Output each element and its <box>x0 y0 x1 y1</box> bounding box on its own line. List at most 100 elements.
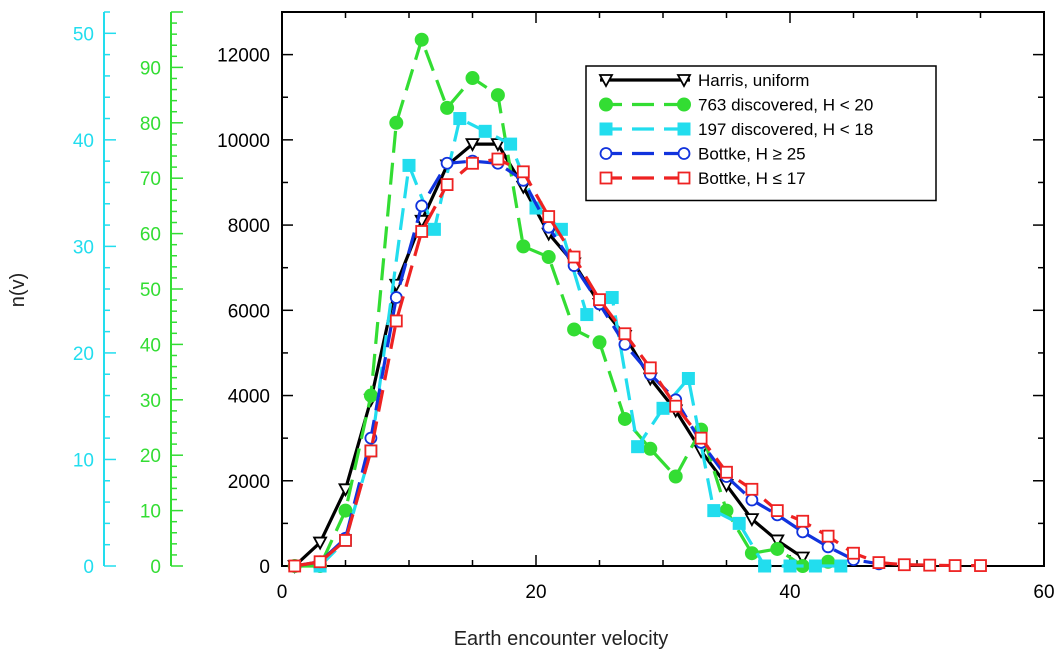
legend-label: Harris, uniform <box>698 71 809 90</box>
legend-swatch-marker <box>677 147 691 160</box>
cyan-axis-tick-label: 30 <box>73 237 94 258</box>
legend-label: 763 discovered, H < 20 <box>698 96 873 115</box>
data-point <box>834 559 848 573</box>
data-point <box>821 529 835 543</box>
legend-swatch-marker <box>677 122 691 136</box>
cyan-axis-tick-label: 50 <box>73 24 94 45</box>
legend-label: Bottke, H ≤ 17 <box>698 169 806 188</box>
series-line <box>294 38 829 568</box>
series-line <box>294 157 981 568</box>
data-point <box>453 112 467 126</box>
x-tick-label: 20 <box>525 582 546 603</box>
series-line <box>293 142 804 568</box>
legend-swatch-marker <box>599 147 613 160</box>
data-point <box>758 559 772 573</box>
data-point <box>744 546 759 561</box>
x-axis-title: Earth encounter velocity <box>454 628 669 650</box>
data-point <box>440 156 454 170</box>
data-point <box>872 556 886 569</box>
series-4 <box>288 152 987 573</box>
cyan-axis-tick-label: 20 <box>73 344 94 365</box>
data-point <box>288 559 302 573</box>
legend: Harris, uniform 763 discovered, H < 20 197… <box>585 65 937 202</box>
data-point <box>694 431 708 445</box>
data-point <box>567 250 581 264</box>
y-tick-label: 0 <box>259 557 270 578</box>
data-point <box>796 525 810 539</box>
data-point <box>389 115 404 130</box>
data-point <box>720 465 733 479</box>
data-point <box>732 516 746 530</box>
green-axis-tick-label: 70 <box>140 169 161 190</box>
x-axis-ticks: 0 20 40 60 <box>277 12 1055 603</box>
legend-label: Bottke, H ≥ 25 <box>698 145 806 164</box>
data-point <box>338 503 353 518</box>
green-axis-tick-label: 40 <box>140 335 161 356</box>
data-point <box>440 100 455 115</box>
green-axis-tick-label: 30 <box>140 391 161 412</box>
data-point <box>478 124 492 138</box>
data-point <box>313 555 327 569</box>
data-point <box>580 308 594 322</box>
series-layer <box>287 32 987 574</box>
data-point <box>795 551 811 566</box>
data-point <box>745 493 759 507</box>
data-point <box>796 514 810 528</box>
y-axis-title: n(v) <box>7 273 29 307</box>
data-point <box>364 444 378 458</box>
data-point <box>847 546 860 560</box>
x-tick-label: 0 <box>277 582 288 603</box>
data-point <box>770 504 784 518</box>
data-point <box>669 399 683 413</box>
green-axis-tick-label: 0 <box>150 557 161 578</box>
cyan-axis-tick-label: 0 <box>83 557 94 578</box>
data-point <box>541 250 556 265</box>
y-tick-label: 2000 <box>228 472 270 493</box>
data-point <box>631 440 645 454</box>
y-tick-label: 8000 <box>228 216 270 237</box>
data-point <box>490 88 505 103</box>
green-axis-tick-label: 60 <box>140 225 161 246</box>
y-tick-label: 10000 <box>217 131 270 152</box>
legend-swatch-marker <box>598 74 614 88</box>
data-point <box>504 137 518 151</box>
data-point <box>707 504 721 518</box>
data-point <box>415 199 429 213</box>
data-point <box>466 156 479 170</box>
legend-swatch-marker <box>676 74 692 88</box>
data-point <box>821 540 835 554</box>
data-point <box>464 138 481 152</box>
data-point <box>593 293 606 307</box>
data-point <box>770 541 785 556</box>
legend-swatch-marker <box>599 97 613 112</box>
data-point <box>656 401 670 415</box>
data-point <box>339 534 352 547</box>
green-secondary-axis: 0 10 20 30 40 50 60 70 80 90 <box>140 11 183 578</box>
data-point <box>668 469 683 484</box>
data-point <box>592 335 607 350</box>
green-axis-tick-label: 80 <box>140 114 161 135</box>
data-point <box>389 291 403 304</box>
data-point <box>617 411 632 426</box>
data-point <box>783 559 797 573</box>
x-tick-label: 40 <box>779 582 800 603</box>
data-point <box>605 291 619 305</box>
data-point <box>618 327 632 341</box>
data-point <box>414 32 429 47</box>
series-1 <box>287 32 836 573</box>
data-point <box>643 361 657 375</box>
cyan-secondary-axis: 0 10 20 30 40 50 <box>73 11 116 578</box>
x-tick-label: 60 <box>1033 582 1054 603</box>
legend-swatch-marker <box>599 171 613 185</box>
green-axis-tick-label: 20 <box>140 446 161 467</box>
legend-label: 197 discovered, H < 18 <box>698 120 873 139</box>
data-point <box>567 322 582 337</box>
data-point <box>808 559 822 573</box>
data-point <box>923 558 937 572</box>
data-point <box>974 559 987 572</box>
legend-swatch-marker <box>599 122 613 136</box>
data-point <box>440 178 454 191</box>
cyan-axis-tick-label: 10 <box>73 450 94 471</box>
legend-swatch-marker <box>677 97 691 112</box>
